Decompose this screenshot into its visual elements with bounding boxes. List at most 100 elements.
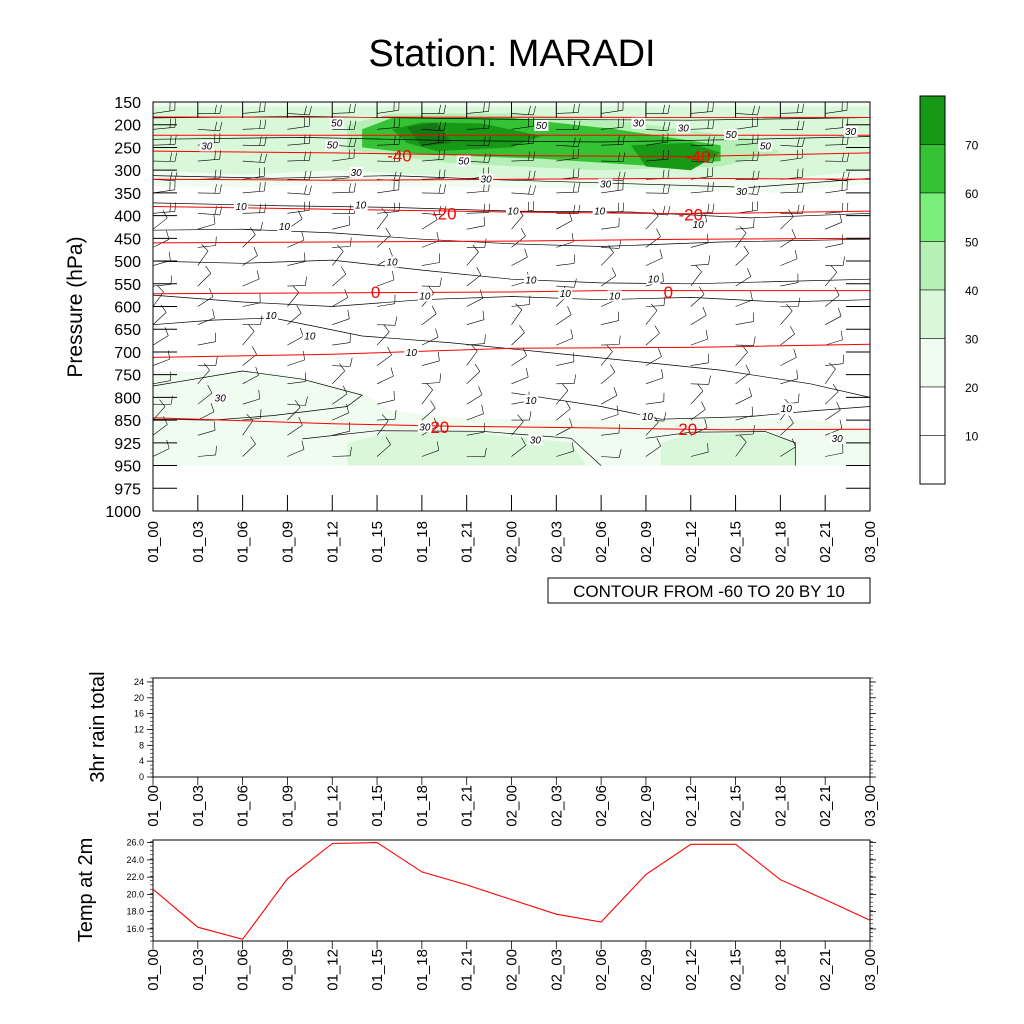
wind-barb [645,104,670,114]
wind-barb-staff [780,112,803,114]
colorbar-label: 10 [965,430,979,444]
temperature-contour-label: 20 [678,420,697,439]
wind-barb-feather [573,120,576,130]
wind-barb-staff [376,444,391,457]
wind-barb [242,366,259,385]
wind-barb-staff [645,141,668,146]
wind-barb [466,266,482,287]
wind-barb-staff [421,336,439,346]
wind-barb-feather [618,335,621,345]
wind-contour-label: 10 [781,404,793,415]
wind-barb [824,384,839,405]
colorbar-label: 40 [965,284,979,298]
wind-barb [869,192,870,194]
wind-barb-feather [707,153,711,163]
wind-barb-staff [825,410,841,421]
temperature-contour-label: 20 [430,418,449,437]
wind-barb-staff [287,403,306,406]
wind-barb [690,153,716,163]
wind-barb [825,118,849,130]
wind-barb-feather [526,368,529,378]
wind-barb-staff [780,191,803,194]
wind-barb-feather [663,296,666,306]
wind-barb-staff [421,219,438,230]
wind-barb [197,363,210,384]
wind-barb-feather [309,106,312,115]
wind-contour-label: 10 [693,220,705,231]
wind-barb-staff [735,143,758,146]
temperature-contour-label: -40 [387,147,412,166]
wind-barb [600,386,618,405]
wind-barb [197,445,217,457]
wind-barb-feather [438,104,441,114]
wind-barb [421,232,439,248]
wind-barb-staff [735,113,758,116]
time-tick-label: 02_12 [683,521,700,563]
wind-barb [735,201,758,214]
wind-contour-label-bg [528,434,543,446]
wind-barb [735,291,753,307]
wind-barb-feather [802,137,805,147]
wind-barb [824,362,836,384]
wind-barb-staff [511,215,524,230]
x-tick-label: 01_12 [324,785,341,827]
time-tick-label: 01_21 [459,521,476,563]
wind-barb [690,264,702,287]
wind-barb-feather [478,386,483,395]
wind-barb [242,102,266,114]
wind-contour-label-bg [691,219,706,231]
x-tick-label: 02_21 [817,785,834,827]
pressure-tick-label: 975 [114,481,141,498]
wind-barb-feather [887,170,888,179]
wind-barb [421,400,436,421]
wind-barb-feather [533,170,536,180]
wind-barb [332,266,347,287]
wind-barb-feather [426,383,433,391]
wind-contour-line [153,294,870,307]
wind-barb-staff [690,315,707,325]
wind-barb [421,169,446,180]
wind-barb-staff [153,291,164,307]
wind-barb [690,255,710,266]
wind-barb-staff [287,160,310,162]
wind-barb-staff [242,331,255,346]
wind-barb-feather [393,171,397,181]
wind-barb-staff [153,380,171,385]
wind-barb-feather [695,264,702,272]
pressure-tick-label: 600 [114,300,141,317]
wind-barb [197,184,222,194]
wind-barb-staff [332,455,351,457]
pressure-tick-label: 200 [114,118,141,135]
wind-barb-staff [735,227,754,230]
wind-barb-feather [438,150,440,160]
wind-barb-staff [869,365,870,366]
wind-barb-staff [645,310,658,325]
wind-barb-feather [385,436,391,445]
wind-barb-feather [209,288,214,297]
wind-barb [466,119,491,130]
wind-barb-staff [600,395,618,405]
pressure-tick-label: 550 [114,277,141,294]
wind-barb [556,418,573,436]
wind-barb [153,251,171,266]
wind-barb-staff [287,285,306,287]
wind-barb-staff [511,421,524,436]
wind-barb [287,416,303,436]
wind-barb [197,309,215,325]
wind-contour-label: 30 [600,180,612,191]
wind-barb-feather [892,206,894,215]
wind-barb-feather [533,106,536,115]
wind-barb-staff [556,191,579,194]
wind-barb-staff [511,304,530,307]
wind-barb [556,400,571,421]
wind-barb-feather [839,213,843,223]
wind-barb-feather [337,244,344,252]
wind-barb-staff [376,375,394,385]
colorbar-label: 50 [965,236,979,250]
wind-barb-feather [578,183,580,193]
wind-contour-label-bg [676,122,691,134]
wind-barb [242,227,256,248]
time-tick-label: 01_09 [279,521,296,563]
wind-barb-feather [164,327,169,336]
